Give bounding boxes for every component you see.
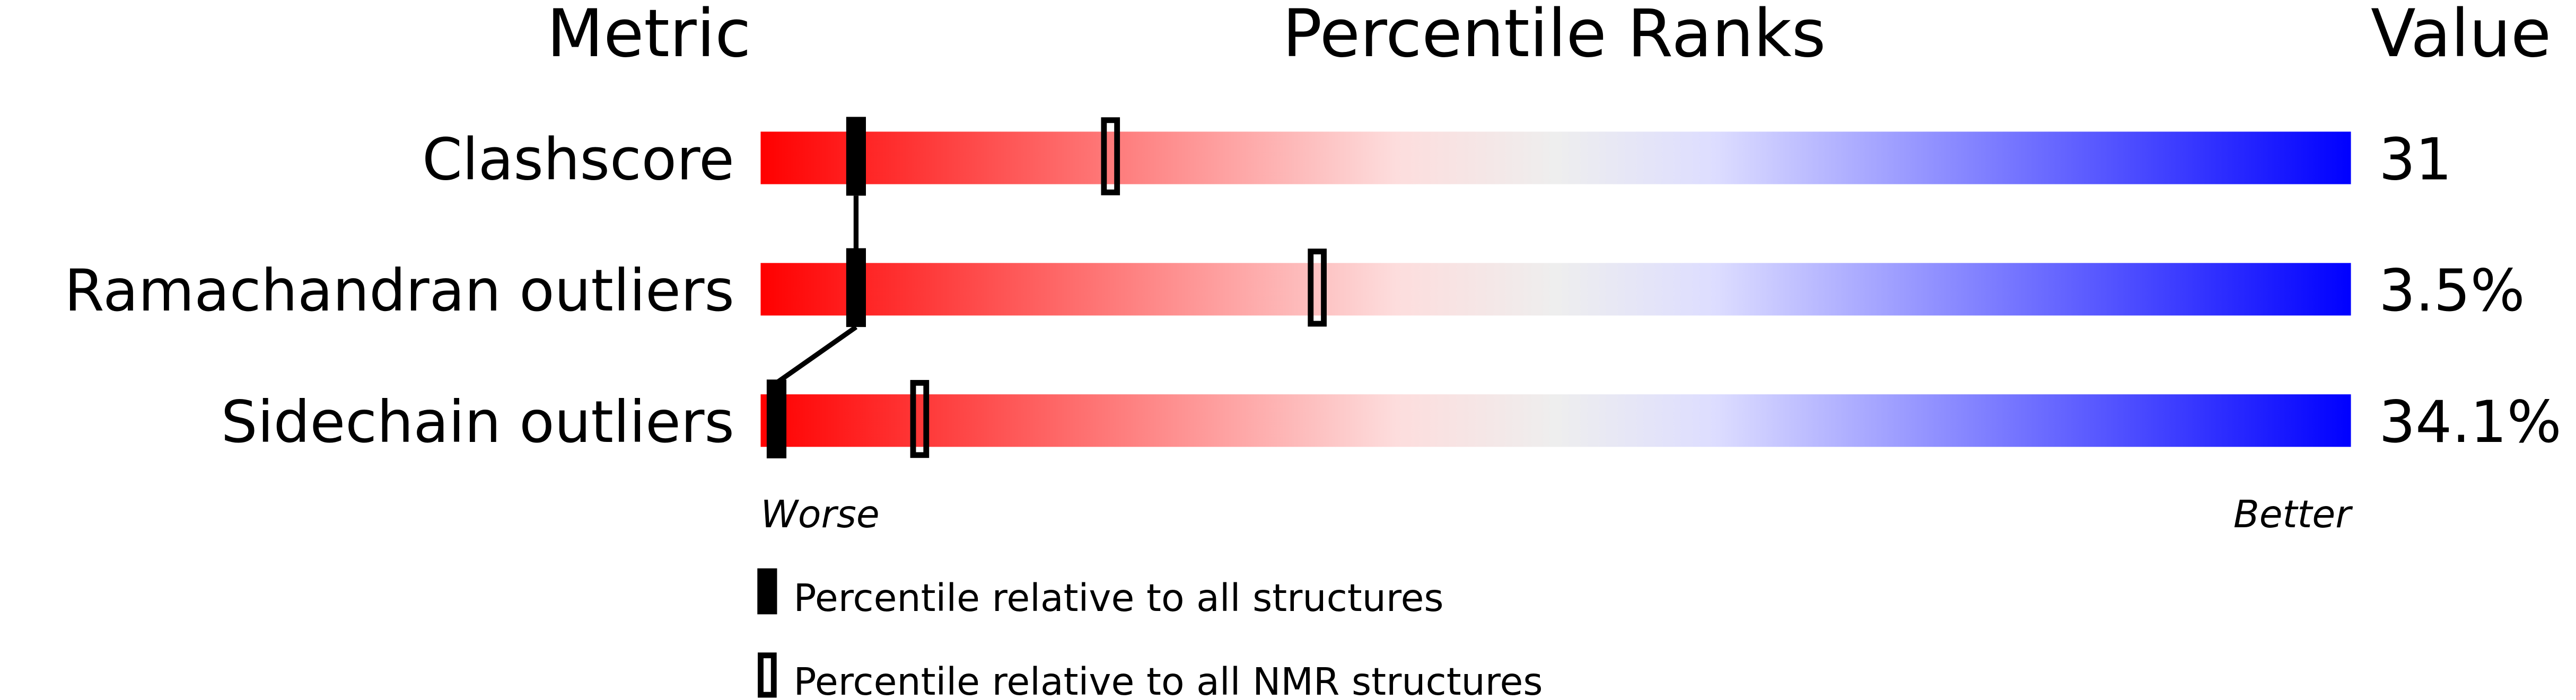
header-value: Value <box>2371 0 2551 72</box>
marker-all <box>766 379 787 458</box>
legend-all-label: Percentile relative to all structures <box>793 576 1443 620</box>
marker-all <box>846 117 866 196</box>
axis-label-better: Better <box>2233 492 2353 536</box>
header-metric: Metric <box>547 0 751 72</box>
marker-nmr <box>910 380 930 458</box>
metric-label: Sidechain outliers <box>221 388 734 456</box>
marker-nmr <box>1101 117 1120 196</box>
header-percentile-ranks: Percentile Ranks <box>1282 0 1826 72</box>
legend-nmr-marker <box>758 652 777 698</box>
metric-value: 3.5% <box>2379 257 2525 324</box>
metric-value: 31 <box>2379 126 2452 193</box>
legend-all-marker <box>757 568 777 615</box>
connector-line <box>775 325 858 385</box>
metric-label: Ramachandran outliers <box>64 257 734 324</box>
metric-value: 34.1% <box>2379 388 2561 456</box>
axis-label-worse: Worse <box>760 492 879 536</box>
percentile-bar <box>760 263 2351 316</box>
marker-all <box>846 248 866 327</box>
marker-nmr <box>1308 249 1327 327</box>
metric-label: Clashscore <box>422 126 734 193</box>
percentile-bar <box>760 131 2351 184</box>
legend-nmr-label: Percentile relative to all NMR structure… <box>793 660 1543 700</box>
percentile-bar <box>760 394 2351 447</box>
